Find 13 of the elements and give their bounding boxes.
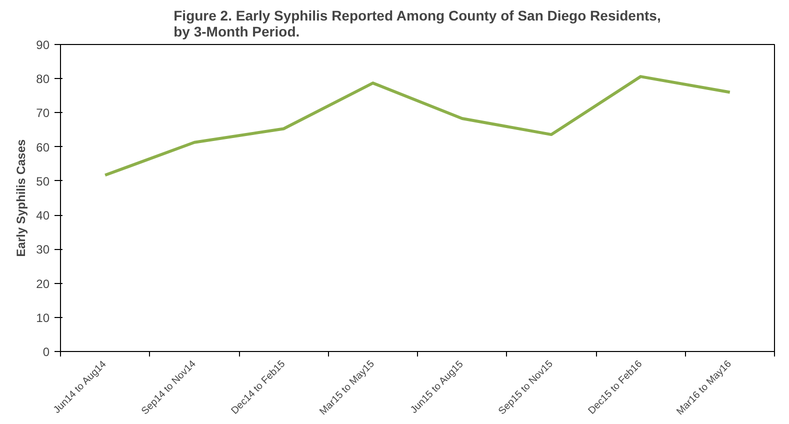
y-tick-label: 80 (36, 72, 50, 86)
y-tick-label: 30 (36, 242, 50, 257)
y-tick-label: 60 (36, 140, 50, 154)
y-tick-label: 50 (36, 174, 50, 188)
chart-title: Figure 2. Early Syphilis Reported Among County of San Diego Residents, by 3-Month Period. (174, 8, 661, 40)
line-series (104, 75, 732, 177)
y-axis-title: Early Syphilis Cases (14, 138, 28, 257)
y-tick-label: 0 (42, 345, 50, 359)
y-tick-label: 70 (36, 106, 50, 120)
y-tick-label: 40 (36, 208, 50, 223)
y-tick-label: 10 (36, 310, 50, 325)
y-tick-label: 90 (36, 38, 50, 52)
y-tick-label: 20 (36, 276, 50, 291)
